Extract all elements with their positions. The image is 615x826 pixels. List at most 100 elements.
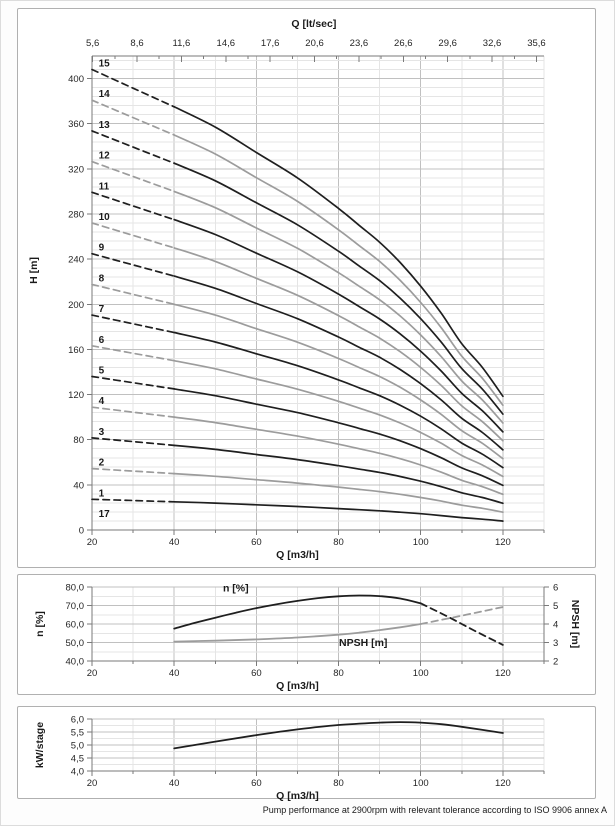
stage-label-11: 11 xyxy=(99,181,110,192)
npsh-curve xyxy=(173,623,422,643)
stage-curve-13-dashed xyxy=(91,130,176,165)
x-tick-label: 80 xyxy=(333,537,344,548)
y-tick-label: 6,0 xyxy=(71,715,84,726)
top-tick-label: 14,6 xyxy=(217,38,236,49)
top-tick-label: 32,6 xyxy=(483,38,502,49)
y-tick-label: 40 xyxy=(73,480,84,491)
horizontal-gridlines xyxy=(92,60,544,522)
stage-label-2: 2 xyxy=(99,458,105,469)
top-tick-label: 29,6 xyxy=(438,38,457,49)
top-tick-label: 23,6 xyxy=(350,38,369,49)
x-axis-title: Q [m3/h] xyxy=(276,549,319,561)
stage-curve-5 xyxy=(173,388,504,487)
top-tick-label: 8,6 xyxy=(130,38,143,49)
stage-label-1: 1 xyxy=(99,488,105,499)
stage-curve-3 xyxy=(173,444,504,505)
y-tick-label: 360 xyxy=(68,119,84,130)
stage-curve-6 xyxy=(173,359,504,478)
stage-curve-12-dashed xyxy=(91,160,176,193)
x-axis: 20 40 60 80 100 120 Q [m3/h] xyxy=(87,660,545,692)
stage-curve-14-dashed xyxy=(91,99,176,136)
y-tick-label: 80 xyxy=(73,435,84,446)
y-tick-label: 240 xyxy=(68,255,84,266)
efficiency-npsh-chart: 80,0 70,0 60,0 50,0 40,0 n [%] 6 5 4 3 2 NPSH [m] 20… xyxy=(34,583,581,693)
stage-label-17: 17 xyxy=(99,509,111,520)
stage-label-13: 13 xyxy=(99,120,111,131)
x-tick-label: 120 xyxy=(495,778,511,789)
stage-curve-10 xyxy=(173,247,504,442)
stage-curve-14 xyxy=(173,134,504,407)
y-tick-label: 160 xyxy=(68,345,84,356)
x-axis-title: Q [m3/h] xyxy=(276,790,319,802)
x-tick-label: 100 xyxy=(413,537,429,548)
stage-curve-2 xyxy=(173,472,504,514)
y-right-tick-label: 4 xyxy=(553,620,558,631)
top-tick-label: 17,6 xyxy=(261,38,280,49)
stage-label-5: 5 xyxy=(99,366,105,377)
stage-label-7: 7 xyxy=(99,304,105,315)
y-tick-label: 5,0 xyxy=(71,741,84,752)
y-tick-label: 4,5 xyxy=(71,754,84,765)
y-axis-title: H [m] xyxy=(28,257,40,284)
stage-curve-15-dashed xyxy=(91,68,176,108)
x-tick-label: 100 xyxy=(413,778,429,789)
x-tick-label: 40 xyxy=(169,668,180,679)
y-axis-right: 6 5 4 3 2 NPSH [m] xyxy=(543,583,581,668)
series-label: n [%] xyxy=(223,583,249,595)
top-tick-label: 26,6 xyxy=(394,38,413,49)
power-curve xyxy=(173,721,504,750)
top-axis: 5,6 8,6 11,6 14,6 17,6 20,6 23,6 26,6 29,6 32,6 35… xyxy=(86,18,546,62)
top-tick-label: 5,6 xyxy=(86,38,99,49)
stage-curve-1-dashed xyxy=(91,498,176,503)
horizontal-gridlines xyxy=(92,718,544,765)
stage-curve-3-dashed xyxy=(91,437,176,447)
stage-curve-9 xyxy=(173,275,504,451)
stage-curve-2-dashed xyxy=(91,467,176,475)
stage-label-4: 4 xyxy=(99,396,105,407)
head-capacity-chart-panel: 5,6 8,6 11,6 14,6 17,6 20,6 23,6 26,6 29,6 32,6 35… xyxy=(17,8,596,568)
y-tick-label: 280 xyxy=(68,210,84,221)
stage-label-8: 8 xyxy=(99,273,105,284)
x-tick-label: 60 xyxy=(251,537,262,548)
y-tick-label: 4,0 xyxy=(71,767,84,778)
x-tick-label: 80 xyxy=(333,668,344,679)
y-tick-label: 400 xyxy=(68,74,84,85)
y-left-tick-label: 40,0 xyxy=(66,657,85,668)
top-tick-label: 20,6 xyxy=(305,38,324,49)
stage-curve-8 xyxy=(173,303,504,460)
stage-curve-13 xyxy=(173,162,504,415)
stage-curve-11-dashed xyxy=(91,191,176,221)
y-axis-left: 80,0 70,0 60,0 50,0 40,0 n [%] xyxy=(34,583,93,668)
stage-curve-15 xyxy=(173,105,504,398)
stage-label-14: 14 xyxy=(99,89,111,100)
stage-curve-10-dashed xyxy=(91,222,176,249)
y-left-title: n [%] xyxy=(34,611,46,637)
y-right-tick-label: 6 xyxy=(553,583,558,594)
curves xyxy=(173,721,504,750)
stage-label-6: 6 xyxy=(99,335,105,346)
stage-curve-11 xyxy=(173,218,504,433)
efficiency-npsh-chart-panel: 80,0 70,0 60,0 50,0 40,0 n [%] 6 5 4 3 2 NPSH [m] 20… xyxy=(17,574,596,695)
power-per-stage-chart-panel: 6,0 5,5 5,0 4,5 4,0 kW/stage 20 40 60 80 100 120 Q [… xyxy=(17,706,596,802)
x-axis: 20 40 60 80 100 120 Q [m3/h] xyxy=(87,770,545,802)
y-axis: 6,0 5,5 5,0 4,5 4,0 kW/stage xyxy=(34,715,93,778)
x-axis: 20 40 60 80 100 120 Q [m3/h] xyxy=(87,529,545,561)
x-axis-title: Q [m3/h] xyxy=(276,680,319,692)
y-tick-label: 200 xyxy=(68,300,84,311)
x-tick-label: 60 xyxy=(251,778,262,789)
top-axis-title: Q [lt/sec] xyxy=(291,18,336,30)
y-right-title: NPSH [m] xyxy=(569,600,581,648)
x-tick-label: 40 xyxy=(169,778,180,789)
y-right-tick-label: 5 xyxy=(553,601,558,612)
head-capacity-chart: 5,6 8,6 11,6 14,6 17,6 20,6 23,6 26,6 29,6 32,6 35… xyxy=(28,18,546,561)
stage-curve-1 xyxy=(173,500,504,522)
top-tick-label: 35,6 xyxy=(527,38,546,49)
stage-label-9: 9 xyxy=(99,243,105,254)
y-tick-label: 120 xyxy=(68,390,84,401)
stage-label-12: 12 xyxy=(99,151,111,162)
power-per-stage-chart: 6,0 5,5 5,0 4,5 4,0 kW/stage 20 40 60 80 100 120 Q [… xyxy=(34,715,545,802)
x-tick-label: 100 xyxy=(413,668,429,679)
x-tick-label: 120 xyxy=(495,537,511,548)
x-tick-label: 60 xyxy=(251,668,262,679)
x-tick-label: 20 xyxy=(87,537,98,548)
